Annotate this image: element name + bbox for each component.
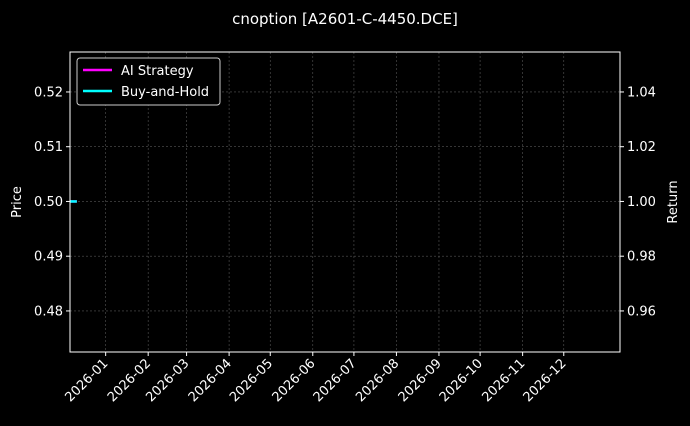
y-right-tick-label: 1.02 <box>627 140 656 155</box>
x-tick-label: 2026-04 <box>186 356 235 405</box>
x-tick-label: 2026-10 <box>437 356 486 405</box>
chart-title: cnoption [A2601-C-4450.DCE] <box>232 10 458 28</box>
legend-label-buy-and-hold: Buy-and-Hold <box>121 85 209 100</box>
plot-frame <box>69 51 621 353</box>
y-tick-label: 0.48 <box>34 304 63 319</box>
x-tick-label: 2026-08 <box>353 356 402 405</box>
x-tick-label: 2026-09 <box>396 356 445 405</box>
y-right-tick-label: 0.96 <box>627 304 656 319</box>
legend: AI Strategy Buy-and-Hold <box>76 57 221 106</box>
y-tick-label: 0.50 <box>34 195 63 210</box>
y-right-tick-label: 1.04 <box>627 85 656 100</box>
y-tick-label: 0.51 <box>34 140 63 155</box>
y-tick-label: 0.52 <box>34 85 63 100</box>
y-axis-right-label: Return <box>666 180 681 223</box>
ticks: 2026-012026-022026-032026-042026-052026-… <box>34 85 656 405</box>
y-axis-label: Price <box>10 186 25 218</box>
x-tick-label: 2026-06 <box>270 356 319 405</box>
y-tick-label: 0.49 <box>34 250 63 265</box>
x-tick-label: 2026-07 <box>311 356 360 405</box>
legend-label-ai-strategy: AI Strategy <box>121 64 194 79</box>
y-right-tick-label: 1.00 <box>627 195 656 210</box>
x-tick-label: 2026-05 <box>227 356 276 405</box>
y-right-tick-label: 0.98 <box>627 250 656 265</box>
x-tick-label: 2026-11 <box>479 356 528 405</box>
x-tick-label: 2026-01 <box>62 356 111 405</box>
x-tick-label: 2026-12 <box>521 356 570 405</box>
